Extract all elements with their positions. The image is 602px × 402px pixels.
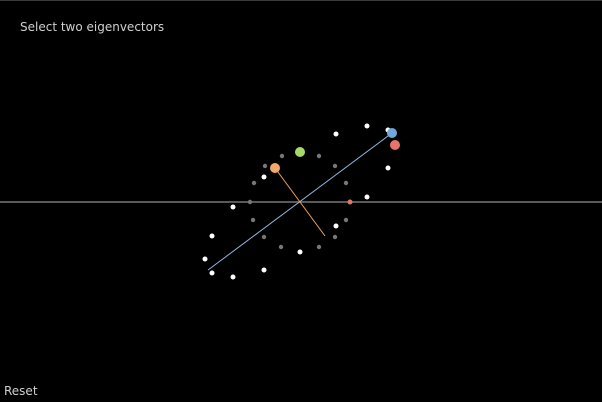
transformed-point — [230, 274, 236, 280]
transformed-point — [230, 204, 236, 210]
green-handle-icon[interactable] — [295, 147, 305, 157]
original-point — [332, 163, 338, 169]
instruction-text: Select two eigenvectors — [20, 20, 165, 34]
transformed-point — [202, 256, 208, 262]
transformed-point — [385, 165, 391, 171]
reset-button[interactable]: Reset — [4, 384, 38, 398]
orange-handle-icon[interactable] — [270, 163, 280, 173]
original-point — [247, 199, 253, 205]
transformed-point — [209, 270, 215, 276]
original-point — [332, 234, 338, 240]
transformed-point — [261, 174, 267, 180]
red-marker-dot — [347, 199, 353, 205]
original-point — [343, 217, 349, 223]
original-point — [251, 180, 257, 186]
original-point — [343, 180, 349, 186]
original-point — [261, 234, 267, 240]
transformed-point — [333, 223, 339, 229]
original-point — [278, 244, 284, 250]
original-point — [262, 163, 268, 169]
top-border — [0, 0, 602, 1]
transformed-point — [261, 267, 267, 273]
minor-eigenvector-line — [274, 167, 326, 237]
transformed-point — [209, 233, 215, 239]
transformed-point — [333, 131, 339, 137]
original-point — [250, 217, 256, 223]
original-point — [316, 153, 322, 159]
red-handle-icon[interactable] — [390, 140, 400, 150]
transformed-point — [364, 123, 370, 129]
original-point — [316, 244, 322, 250]
transformed-point — [364, 194, 370, 200]
original-point — [279, 153, 285, 159]
transformed-point — [297, 249, 303, 255]
blue-handle-icon[interactable] — [387, 128, 397, 138]
